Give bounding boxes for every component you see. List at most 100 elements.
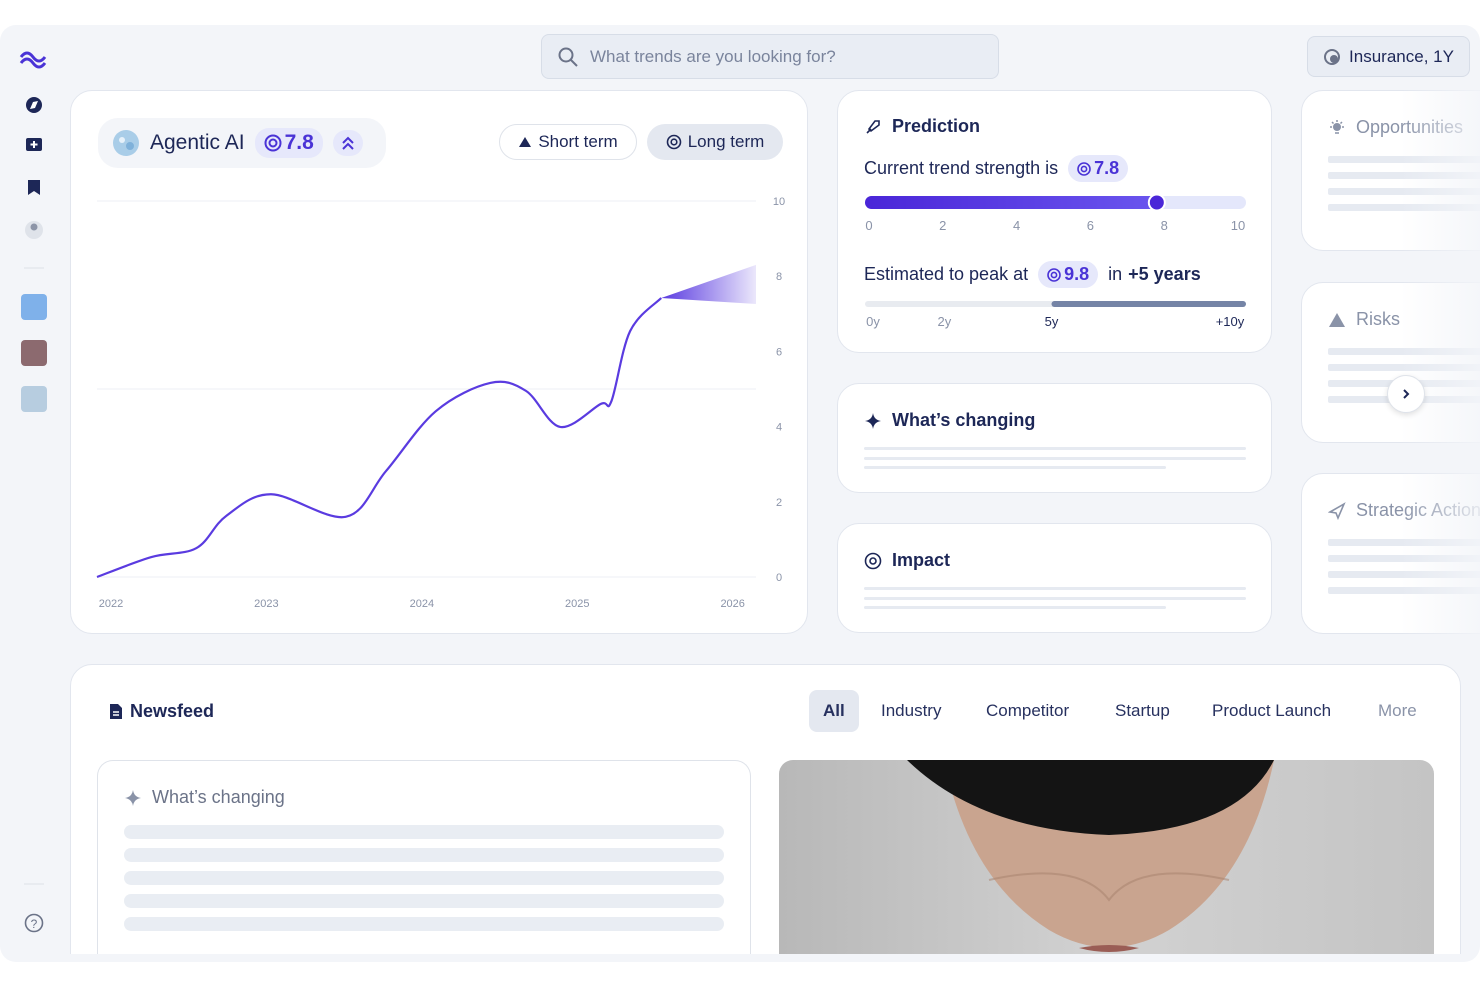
trend-chart: 0 2 4 6 8 10 2022 2023 2024 2025 2026: [96, 196, 785, 610]
peak-in-label: +5 years: [1128, 264, 1201, 284]
newsfeed-filter[interactable]: Product Launch: [1212, 701, 1332, 720]
side-fade: [1400, 90, 1480, 635]
y-tick-label: 0: [776, 572, 782, 584]
help-icon[interactable]: [24, 913, 44, 933]
skeleton-line: [124, 917, 724, 931]
search-bar[interactable]: What trends are you looking for?: [541, 34, 999, 79]
y-tick-label: 6: [776, 346, 782, 358]
newsfeed-filter[interactable]: More: [1378, 701, 1417, 720]
newsfeed-filter[interactable]: Competitor: [986, 701, 1070, 720]
skeleton-line: [864, 597, 1246, 600]
y-tick-label: 10: [773, 196, 785, 208]
timeline-tick-label: 0y: [866, 314, 880, 329]
profile-head: [30, 223, 38, 231]
x-tick-label: 2022: [99, 598, 123, 610]
skeleton-line: [864, 457, 1246, 460]
skeleton-line: [124, 848, 724, 862]
strength-tick-label: 0: [865, 218, 872, 233]
news-image[interactable]: [779, 760, 1434, 954]
trend-header: Agentic AI 7.8: [98, 118, 386, 168]
changing-card[interactable]: What’s changing: [837, 383, 1272, 493]
side-title: Risks: [1356, 309, 1400, 329]
peak-line: Estimated to peak at 9.8 in +5 years: [864, 261, 1201, 288]
y-tick-label: 4: [776, 422, 782, 434]
strength-tick-label: 10: [1231, 218, 1245, 233]
context-selector[interactable]: Insurance, 1Y: [1307, 36, 1470, 77]
context-label: Insurance, 1Y: [1349, 46, 1454, 66]
changing-title: What’s changing: [892, 410, 1036, 430]
x-tick-label: 2026: [720, 598, 744, 610]
impact-title: Impact: [892, 550, 951, 570]
skeleton-line: [124, 871, 724, 885]
chat-plus: [30, 141, 38, 148]
newsfeed-title: Newsfeed: [130, 701, 215, 721]
term-tab[interactable]: Short term: [499, 124, 637, 160]
peak-badge: 9.8: [1038, 261, 1099, 288]
y-tick-label: 2: [776, 497, 782, 509]
news-summary-title: What’s changing: [152, 787, 285, 807]
prediction-heading: Prediction: [864, 116, 980, 137]
x-tick-label: 2024: [410, 598, 434, 610]
x-tick-label: 2025: [565, 598, 589, 610]
trend-thumb[interactable]: [21, 386, 47, 412]
side-heading: Risks: [1328, 309, 1400, 330]
skeleton-line: [124, 825, 724, 839]
skeleton-line: [864, 587, 1246, 590]
news-summary-card[interactable]: What’s changing: [97, 760, 751, 954]
search-icon: [558, 47, 578, 67]
newsfeed-filter[interactable]: All: [809, 690, 859, 732]
trend-thumb[interactable]: [21, 294, 47, 320]
search-placeholder: What trends are you looking for?: [590, 46, 836, 66]
sidebar: ?: [19, 51, 47, 933]
trend-avatar: [113, 130, 139, 156]
forecast-band: [661, 264, 756, 305]
trend-rising-badge: [332, 130, 363, 156]
strength-tick-label: 2: [939, 218, 946, 233]
prediction-scales: 0 2 4 6 8 10 0y 2y 5y +10y: [865, 193, 1246, 329]
newsfeed-heading: Newsfeed: [109, 701, 214, 722]
prediction-title: Prediction: [892, 116, 981, 136]
timeline-tick-label: 2y: [938, 314, 952, 329]
timeline-tick-label: +10y: [1216, 314, 1245, 329]
skeleton-line: [864, 447, 1246, 450]
impact-heading: Impact: [864, 550, 950, 571]
bookmark-icon[interactable]: [28, 180, 40, 195]
peak-value: 9.8: [1064, 264, 1090, 284]
strength-value: 7.8: [1094, 158, 1120, 178]
help-glyph: ?: [31, 917, 38, 931]
context-icon: [1324, 48, 1341, 65]
term-tab-label: Long term: [687, 132, 765, 151]
strength-knob: [1147, 193, 1166, 212]
skeleton-line: [864, 606, 1166, 609]
strength-fill: [865, 196, 1157, 209]
strength-line: Current trend strength is 7.8: [864, 155, 1129, 182]
timeline-tick-label: 5y: [1045, 314, 1059, 329]
trend-name: Agentic AI: [150, 131, 245, 154]
y-tick-label: 8: [776, 271, 782, 283]
impact-card[interactable]: Impact: [837, 523, 1272, 633]
changing-heading: What’s changing: [864, 410, 1035, 431]
skeleton-line: [864, 466, 1166, 469]
peak-text: Estimated to peak at: [864, 264, 1029, 284]
trend-chart-card: Agentic AI 7.8 Short term Long term 0 2 4 6 8…: [70, 90, 808, 634]
peak-window: [1051, 301, 1246, 307]
newsfeed-filter[interactable]: Startup: [1115, 701, 1170, 720]
term-tab[interactable]: Long term: [647, 124, 783, 160]
x-tick-label: 2023: [254, 598, 278, 610]
logo[interactable]: [19, 51, 47, 69]
trend-score: 7.8: [284, 131, 314, 154]
newsfeed-filter[interactable]: Industry: [881, 701, 942, 720]
scroll-right-button[interactable]: [1387, 375, 1425, 413]
strength-text: Current trend strength is: [864, 158, 1059, 178]
skeleton-line: [124, 894, 724, 908]
strength-tick-label: 6: [1087, 218, 1094, 233]
term-tab-label: Short term: [538, 132, 618, 151]
peak-in-text: in: [1108, 264, 1123, 284]
strength-tick-label: 8: [1161, 218, 1168, 233]
news-summary-heading: What’s changing: [124, 787, 285, 808]
strength-badge: 7.8: [1068, 155, 1129, 182]
trend-thumb[interactable]: [21, 340, 47, 366]
prediction-card: Prediction Current trend strength is 7.8…: [837, 90, 1272, 353]
app-frame: ? What trends are you looking for? Insur…: [0, 25, 1480, 962]
